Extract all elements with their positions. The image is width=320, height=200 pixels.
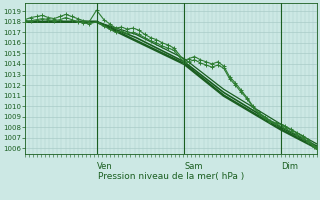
X-axis label: Pression niveau de la mer( hPa ): Pression niveau de la mer( hPa ) xyxy=(98,172,244,181)
Text: Ven: Ven xyxy=(97,162,112,171)
Text: Dim: Dim xyxy=(281,162,298,171)
Text: Sam: Sam xyxy=(184,162,203,171)
